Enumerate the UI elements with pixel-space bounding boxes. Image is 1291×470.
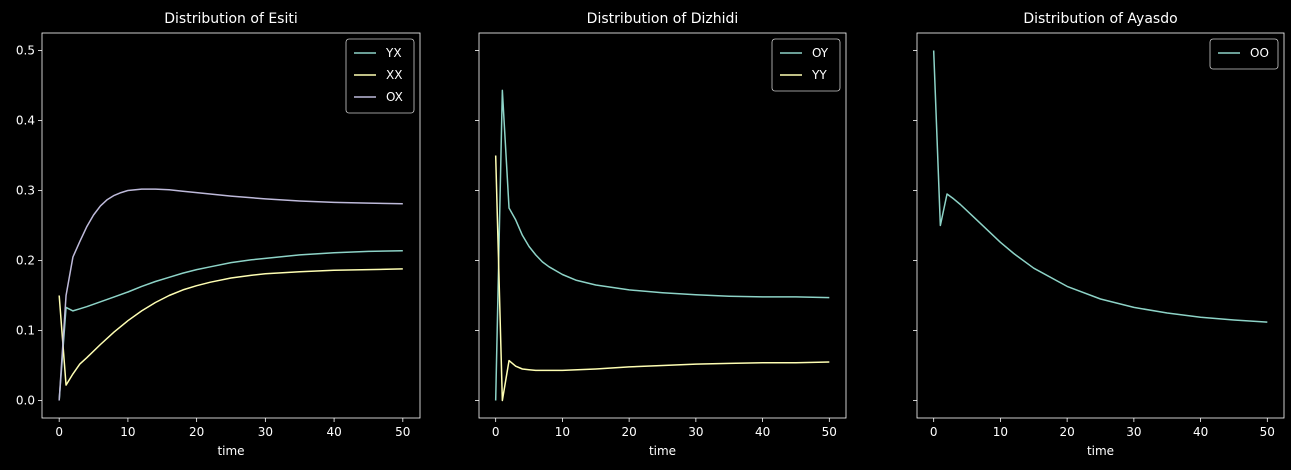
series-line-oy bbox=[494, 89, 830, 401]
legend: YX XX OX bbox=[345, 38, 415, 114]
y-tick-label: 0.5 bbox=[16, 44, 35, 58]
legend-box bbox=[771, 38, 841, 92]
x-tick-label: 20 bbox=[1059, 425, 1074, 439]
chart-panel-1: Distribution of Esiti 0 10 20 30 40 50 time 0.0 0… bbox=[16, 11, 421, 458]
x-tick-label: 10 bbox=[993, 425, 1008, 439]
chart-title: Distribution of Ayasdo bbox=[1023, 11, 1177, 27]
x-tick-label: 10 bbox=[555, 425, 570, 439]
x-tick-label: 40 bbox=[326, 425, 341, 439]
x-axis-label: time bbox=[1087, 444, 1114, 458]
legend-label: OO bbox=[1250, 46, 1269, 60]
x-tick-label: 20 bbox=[189, 425, 204, 439]
y-tick-label: 0.2 bbox=[16, 254, 35, 268]
legend: OY YY bbox=[771, 38, 841, 92]
legend-box bbox=[1209, 38, 1279, 70]
y-tick-label: 0.1 bbox=[16, 324, 35, 338]
x-tick-label: 50 bbox=[1260, 425, 1275, 439]
x-tick-label: 0 bbox=[930, 425, 938, 439]
y-tick-label: 0.4 bbox=[16, 114, 35, 128]
x-tick-label: 0 bbox=[492, 425, 500, 439]
legend: OO bbox=[1209, 38, 1279, 70]
chart-panel-2: Distribution of Dizhidi 0 10 20 30 40 50 time OY… bbox=[475, 11, 847, 458]
x-tick-label: 20 bbox=[621, 425, 636, 439]
x-tick-label: 40 bbox=[755, 425, 770, 439]
chart-panel-3: Distribution of Ayasdo 0 10 20 30 40 50 time OO bbox=[913, 11, 1285, 458]
legend-box bbox=[345, 38, 415, 114]
x-tick-label: 10 bbox=[120, 425, 135, 439]
legend-label: YY bbox=[811, 68, 827, 82]
series-line-xx bbox=[58, 268, 403, 386]
legend-label: OY bbox=[812, 46, 829, 60]
axes-frame bbox=[916, 32, 1285, 419]
legend-label: OX bbox=[386, 90, 403, 104]
series-line-yy bbox=[494, 155, 830, 402]
x-tick-label: 30 bbox=[688, 425, 703, 439]
x-tick-label: 40 bbox=[1193, 425, 1208, 439]
x-tick-label: 50 bbox=[395, 425, 410, 439]
y-tick-label: 0.3 bbox=[16, 184, 35, 198]
x-tick-label: 30 bbox=[258, 425, 273, 439]
x-tick-label: 0 bbox=[55, 425, 63, 439]
axes-frame bbox=[478, 32, 847, 419]
series-line-ox bbox=[58, 188, 403, 401]
y-tick-label: 0.0 bbox=[16, 394, 35, 408]
x-axis-label: time bbox=[649, 444, 676, 458]
x-axis-label: time bbox=[217, 444, 244, 458]
axes-frame bbox=[41, 32, 421, 419]
legend-label: XX bbox=[386, 68, 402, 82]
x-tick-label: 50 bbox=[822, 425, 837, 439]
chart-title: Distribution of Dizhidi bbox=[587, 11, 739, 27]
series-line-yx bbox=[58, 249, 403, 401]
chart-title: Distribution of Esiti bbox=[164, 11, 297, 27]
x-tick-label: 30 bbox=[1126, 425, 1141, 439]
series-line-oo bbox=[932, 50, 1268, 323]
legend-label: YX bbox=[385, 46, 402, 60]
